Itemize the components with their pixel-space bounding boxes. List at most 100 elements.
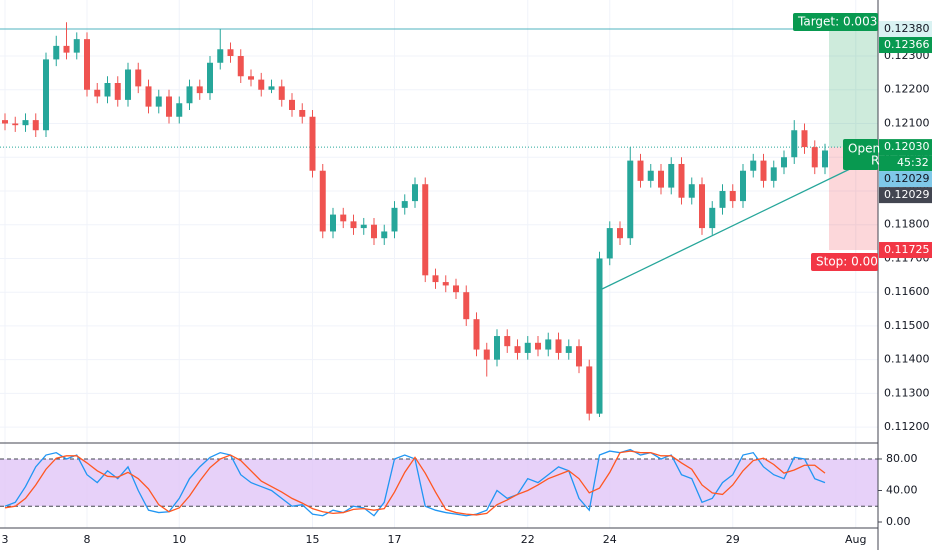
x-tick-label: Aug — [845, 533, 866, 546]
candle-body — [729, 190, 736, 202]
candle-body — [135, 69, 142, 87]
candle-body — [811, 147, 818, 168]
candle-body — [186, 86, 193, 104]
countdown-bg — [879, 155, 932, 172]
price-label-bg — [879, 242, 932, 259]
candle-body — [576, 346, 582, 367]
candle-body — [494, 336, 500, 360]
candle-body — [166, 96, 172, 117]
candle-body — [340, 214, 347, 222]
target-text: Target: 0.003 — [797, 15, 877, 29]
candle-body — [381, 231, 388, 239]
entry-text-2: R — [871, 154, 879, 168]
price-label-bg — [879, 21, 932, 38]
osc-line — [4, 448, 826, 517]
candle-body — [2, 120, 8, 124]
y-tick-label: 0.11300 — [884, 386, 930, 399]
candle-body — [237, 56, 244, 77]
candle-body — [248, 76, 254, 80]
trendline — [599, 167, 853, 291]
y-tick-label: 0.12100 — [884, 116, 930, 129]
candle-body — [196, 86, 203, 94]
candle-body — [84, 39, 90, 90]
candle-body — [760, 160, 767, 181]
countdown: 45:32 — [897, 156, 929, 169]
candle-body — [586, 366, 593, 414]
candle-body — [422, 184, 429, 276]
candle-body — [401, 201, 408, 208]
candle-body — [391, 207, 398, 232]
candle-body — [740, 170, 746, 202]
candle-body — [483, 349, 490, 360]
y-tick-label: 0.11500 — [884, 319, 930, 332]
candle-body — [319, 170, 326, 232]
candle-body — [12, 123, 19, 126]
candle-body — [678, 163, 685, 198]
candle-body — [278, 86, 285, 100]
candle-body — [360, 224, 367, 229]
candle-body — [350, 221, 357, 229]
candle-body — [822, 150, 828, 168]
candle-body — [504, 336, 511, 347]
y-tick-label: 0.11600 — [884, 285, 930, 298]
x-tick-label: 17 — [388, 533, 402, 546]
candle-body — [268, 86, 275, 90]
osc-line — [4, 450, 826, 516]
candle-body — [217, 49, 224, 63]
price-axis: 0.11200 0.11300 0.11400 0.11500 0.11600 0.117… — [878, 21, 932, 528]
candle-body — [432, 275, 439, 283]
price-label: 0.12029 — [884, 188, 930, 201]
candle-body — [22, 120, 29, 126]
candle-body — [155, 96, 162, 107]
price-label-bg — [879, 139, 932, 156]
candle-body — [145, 86, 152, 107]
x-tick-label: 3 — [2, 533, 9, 546]
candle-body — [463, 292, 470, 320]
candle-body — [555, 339, 562, 353]
y-tick-label: 0.12200 — [884, 83, 930, 96]
position-tool — [0, 28, 878, 251]
candle-body — [227, 49, 234, 57]
x-tick-label: 22 — [521, 533, 535, 546]
candle-body — [801, 130, 808, 148]
candle-body — [309, 116, 316, 171]
candle-body — [770, 167, 777, 181]
candle-body — [63, 45, 70, 53]
candle-body — [545, 339, 552, 350]
candle-body — [709, 207, 716, 229]
y-tick-label: 0.11800 — [884, 218, 930, 231]
price-label-bg — [879, 37, 932, 54]
target-zone — [829, 29, 878, 148]
x-tick-label: 10 — [172, 533, 186, 546]
entry-box: Open R — [843, 139, 880, 170]
osc-tick-label: 80.00 — [886, 452, 918, 465]
candle-body — [114, 83, 121, 100]
candle-body — [94, 89, 101, 97]
price-label: 0.12366 — [884, 38, 930, 51]
candle-body — [791, 130, 798, 158]
candle-body — [473, 319, 480, 350]
candle-body — [781, 157, 787, 168]
candle-body — [258, 79, 265, 90]
candle-body — [453, 285, 459, 293]
candle-body — [442, 282, 449, 286]
candle-body — [617, 228, 623, 239]
candle-body — [73, 39, 80, 53]
price-label: 0.12029 — [884, 172, 930, 185]
candle-body — [535, 342, 541, 350]
target-bg — [793, 13, 878, 31]
target-box: Target: 0.003 — [793, 13, 878, 31]
candle-body — [524, 342, 531, 353]
entry-text: Open — [848, 142, 880, 156]
price-label: 0.12380 — [884, 22, 930, 35]
candle-body — [637, 160, 644, 181]
candle-body — [289, 99, 295, 110]
price-label-bg — [879, 171, 932, 188]
candle-body — [688, 184, 695, 198]
candle-body — [104, 83, 111, 97]
x-tick-label: 8 — [84, 533, 91, 546]
candle-body — [668, 163, 675, 188]
osc-tick-label: 40.00 — [886, 483, 918, 496]
